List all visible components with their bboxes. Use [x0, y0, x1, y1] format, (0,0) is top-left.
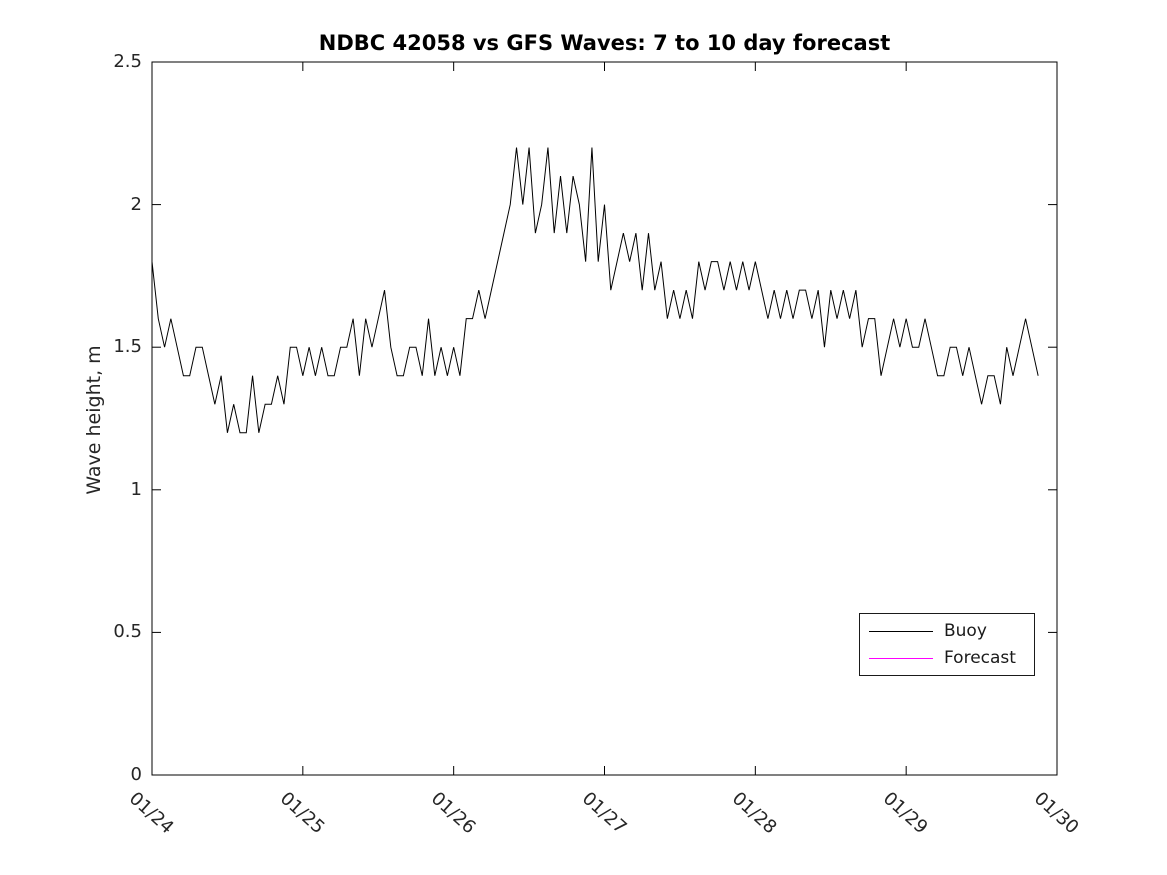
y-tick-label: 0: [130, 764, 142, 785]
y-tick-label: 0.5: [113, 621, 142, 642]
y-tick-label: 1.5: [113, 336, 142, 357]
legend-label-forecast: Forecast: [944, 648, 1016, 668]
buoy-line: [151, 147, 1039, 434]
legend-row-buoy: Buoy: [860, 618, 1034, 645]
legend-label-buoy: Buoy: [944, 621, 987, 641]
legend: Buoy Forecast: [859, 613, 1035, 676]
y-tick-label: 1: [130, 479, 142, 500]
legend-row-forecast: Forecast: [860, 645, 1034, 672]
buoy-line-sample: [869, 631, 933, 632]
chart-title: NDBC 42058 vs GFS Waves: 7 to 10 day for…: [318, 31, 891, 55]
forecast-line-sample: [869, 658, 933, 659]
y-tick-label: 2.5: [113, 51, 142, 72]
y-tick-label: 2: [130, 194, 142, 215]
